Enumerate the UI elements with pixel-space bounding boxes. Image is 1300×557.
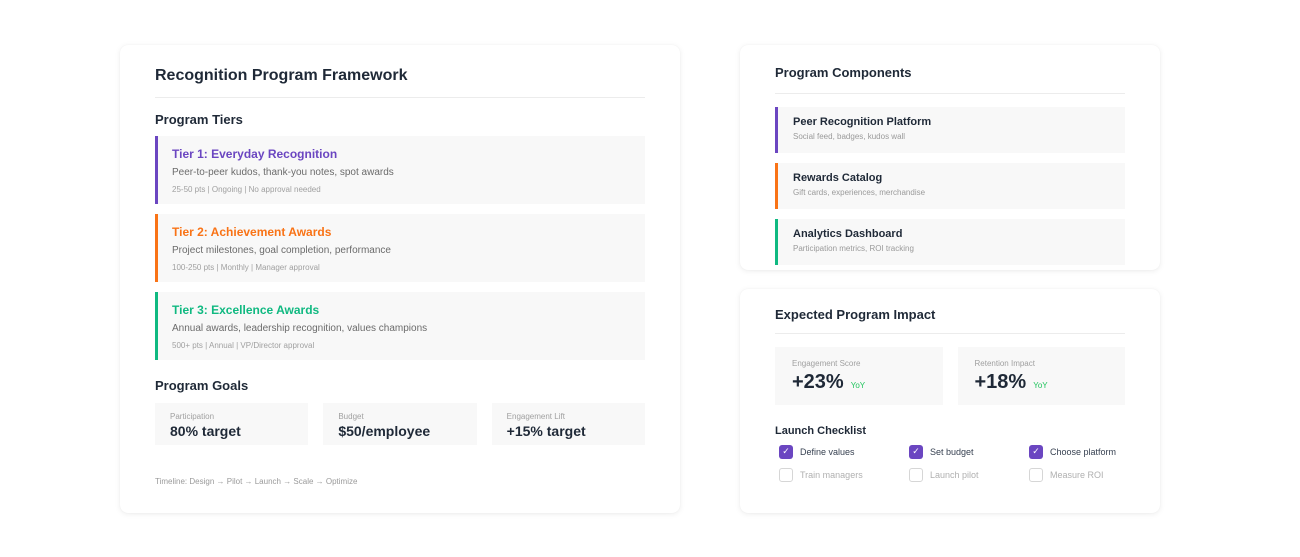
checklist-item-set-budget[interactable]: ✓ Set budget (909, 444, 1029, 459)
metric-value-row: +23% YoY (792, 371, 926, 394)
framework-title: Recognition Program Framework (155, 67, 645, 98)
tier-card-3: Tier 3: Excellence Awards Annual awards,… (155, 292, 645, 360)
tiers-title: Program Tiers (155, 112, 243, 127)
component-description: Gift cards, experiences, merchandise (793, 188, 926, 197)
components-card: Program Components Peer Recognition Plat… (740, 45, 1160, 270)
goal-value: $50/employee (338, 423, 431, 439)
metric-value: +23% (792, 371, 844, 393)
framework-card: Recognition Program Framework Program Ti… (120, 45, 680, 513)
checklist-label: Measure ROI (1050, 469, 1104, 480)
tier-meta: 100-250 pts | Monthly | Manager approval (172, 263, 320, 272)
goals-title: Program Goals (155, 378, 249, 393)
timeline-text: Timeline: Design → Pilot → Launch → Scal… (155, 477, 358, 486)
checklist-label: Choose platform (1050, 446, 1117, 457)
checklist-item-choose-platform[interactable]: ✓ Choose platform (1029, 444, 1139, 459)
goal-value: +15% target (506, 423, 586, 439)
metric-trend: YoY (1033, 381, 1048, 390)
component-description: Social feed, badges, kudos wall (793, 132, 906, 141)
metric-value: +18% (974, 371, 1027, 393)
tier-name: Tier 3: Excellence Awards (172, 303, 320, 317)
tier-meta: 25-50 pts | Ongoing | No approval needed (172, 185, 321, 194)
metric-trend: YoY (850, 381, 866, 390)
launch-checklist: ✓ Define values ✓ Set budget ✓ Choose pl… (775, 444, 1125, 482)
impact-title: Expected Program Impact (775, 307, 1125, 334)
checkbox[interactable] (909, 467, 923, 482)
checklist-label: Train managers (800, 469, 863, 480)
component-rewards-catalog: Rewards Catalog Gift cards, experiences,… (775, 163, 1125, 209)
checklist-item-define-values[interactable]: ✓ Define values (779, 444, 909, 459)
components-list: Peer Recognition Platform Social feed, b… (775, 107, 1125, 265)
checkbox[interactable]: ✓ (909, 444, 923, 459)
tier-description: Project milestones, goal completion, per… (172, 245, 391, 256)
metric-label: Engagement Score (792, 359, 861, 368)
tier-meta: 500+ pts | Annual | VP/Director approval (172, 341, 315, 350)
component-description: Participation metrics, ROI tracking (793, 244, 914, 253)
checklist-label: Launch pilot (930, 469, 979, 480)
checkbox[interactable]: ✓ (779, 444, 793, 459)
components-title: Program Components (775, 65, 1125, 94)
checklist-label: Define values (800, 446, 855, 457)
tier-description: Annual awards, leadership recognition, v… (172, 323, 428, 334)
goal-value: 80% target (170, 423, 241, 439)
tier-description: Peer-to-peer kudos, thank-you notes, spo… (172, 167, 394, 178)
checklist-title: Launch Checklist (775, 425, 867, 437)
checklist-item-launch-pilot[interactable]: Launch pilot (909, 467, 1029, 482)
checklist-item-train-managers[interactable]: Train managers (779, 467, 909, 482)
tier-card-2: Tier 2: Achievement Awards Project miles… (155, 214, 645, 282)
component-name: Rewards Catalog (793, 172, 883, 184)
checkbox[interactable] (779, 467, 793, 482)
metric-value-row: +18% YoY (975, 371, 1109, 394)
tier-name: Tier 2: Achievement Awards (172, 225, 332, 239)
goal-participation: Participation 80% target (155, 403, 309, 445)
metric-engagement-score: Engagement Score +23% YoY (775, 347, 943, 405)
tier-card-1: Tier 1: Everyday Recognition Peer-to-pee… (155, 136, 645, 204)
tier-name: Tier 1: Everyday Recognition (172, 147, 338, 161)
component-peer-recognition: Peer Recognition Platform Social feed, b… (775, 107, 1125, 153)
component-name: Peer Recognition Platform (793, 116, 932, 128)
metric-retention-impact: Retention Impact +18% YoY (957, 347, 1125, 405)
checkbox[interactable]: ✓ (1029, 444, 1043, 459)
metrics-row: Engagement Score +23% YoY Retention Impa… (775, 347, 1125, 405)
goals-row: Participation 80% target Budget $50/empl… (155, 403, 645, 445)
goal-label: Participation (170, 412, 215, 421)
checkbox[interactable] (1029, 467, 1043, 482)
impact-card: Expected Program Impact Engagement Score… (740, 289, 1160, 513)
goal-budget: Budget $50/employee (323, 403, 477, 445)
checklist-item-measure-roi[interactable]: Measure ROI (1029, 467, 1139, 482)
goal-label: Engagement Lift (506, 412, 565, 421)
metric-label: Retention Impact (974, 359, 1035, 368)
component-analytics-dashboard: Analytics Dashboard Participation metric… (775, 219, 1125, 265)
goal-engagement-lift: Engagement Lift +15% target (491, 403, 645, 445)
checklist-label: Set budget (930, 446, 974, 457)
component-name: Analytics Dashboard (793, 228, 903, 240)
goal-label: Budget (338, 412, 364, 421)
